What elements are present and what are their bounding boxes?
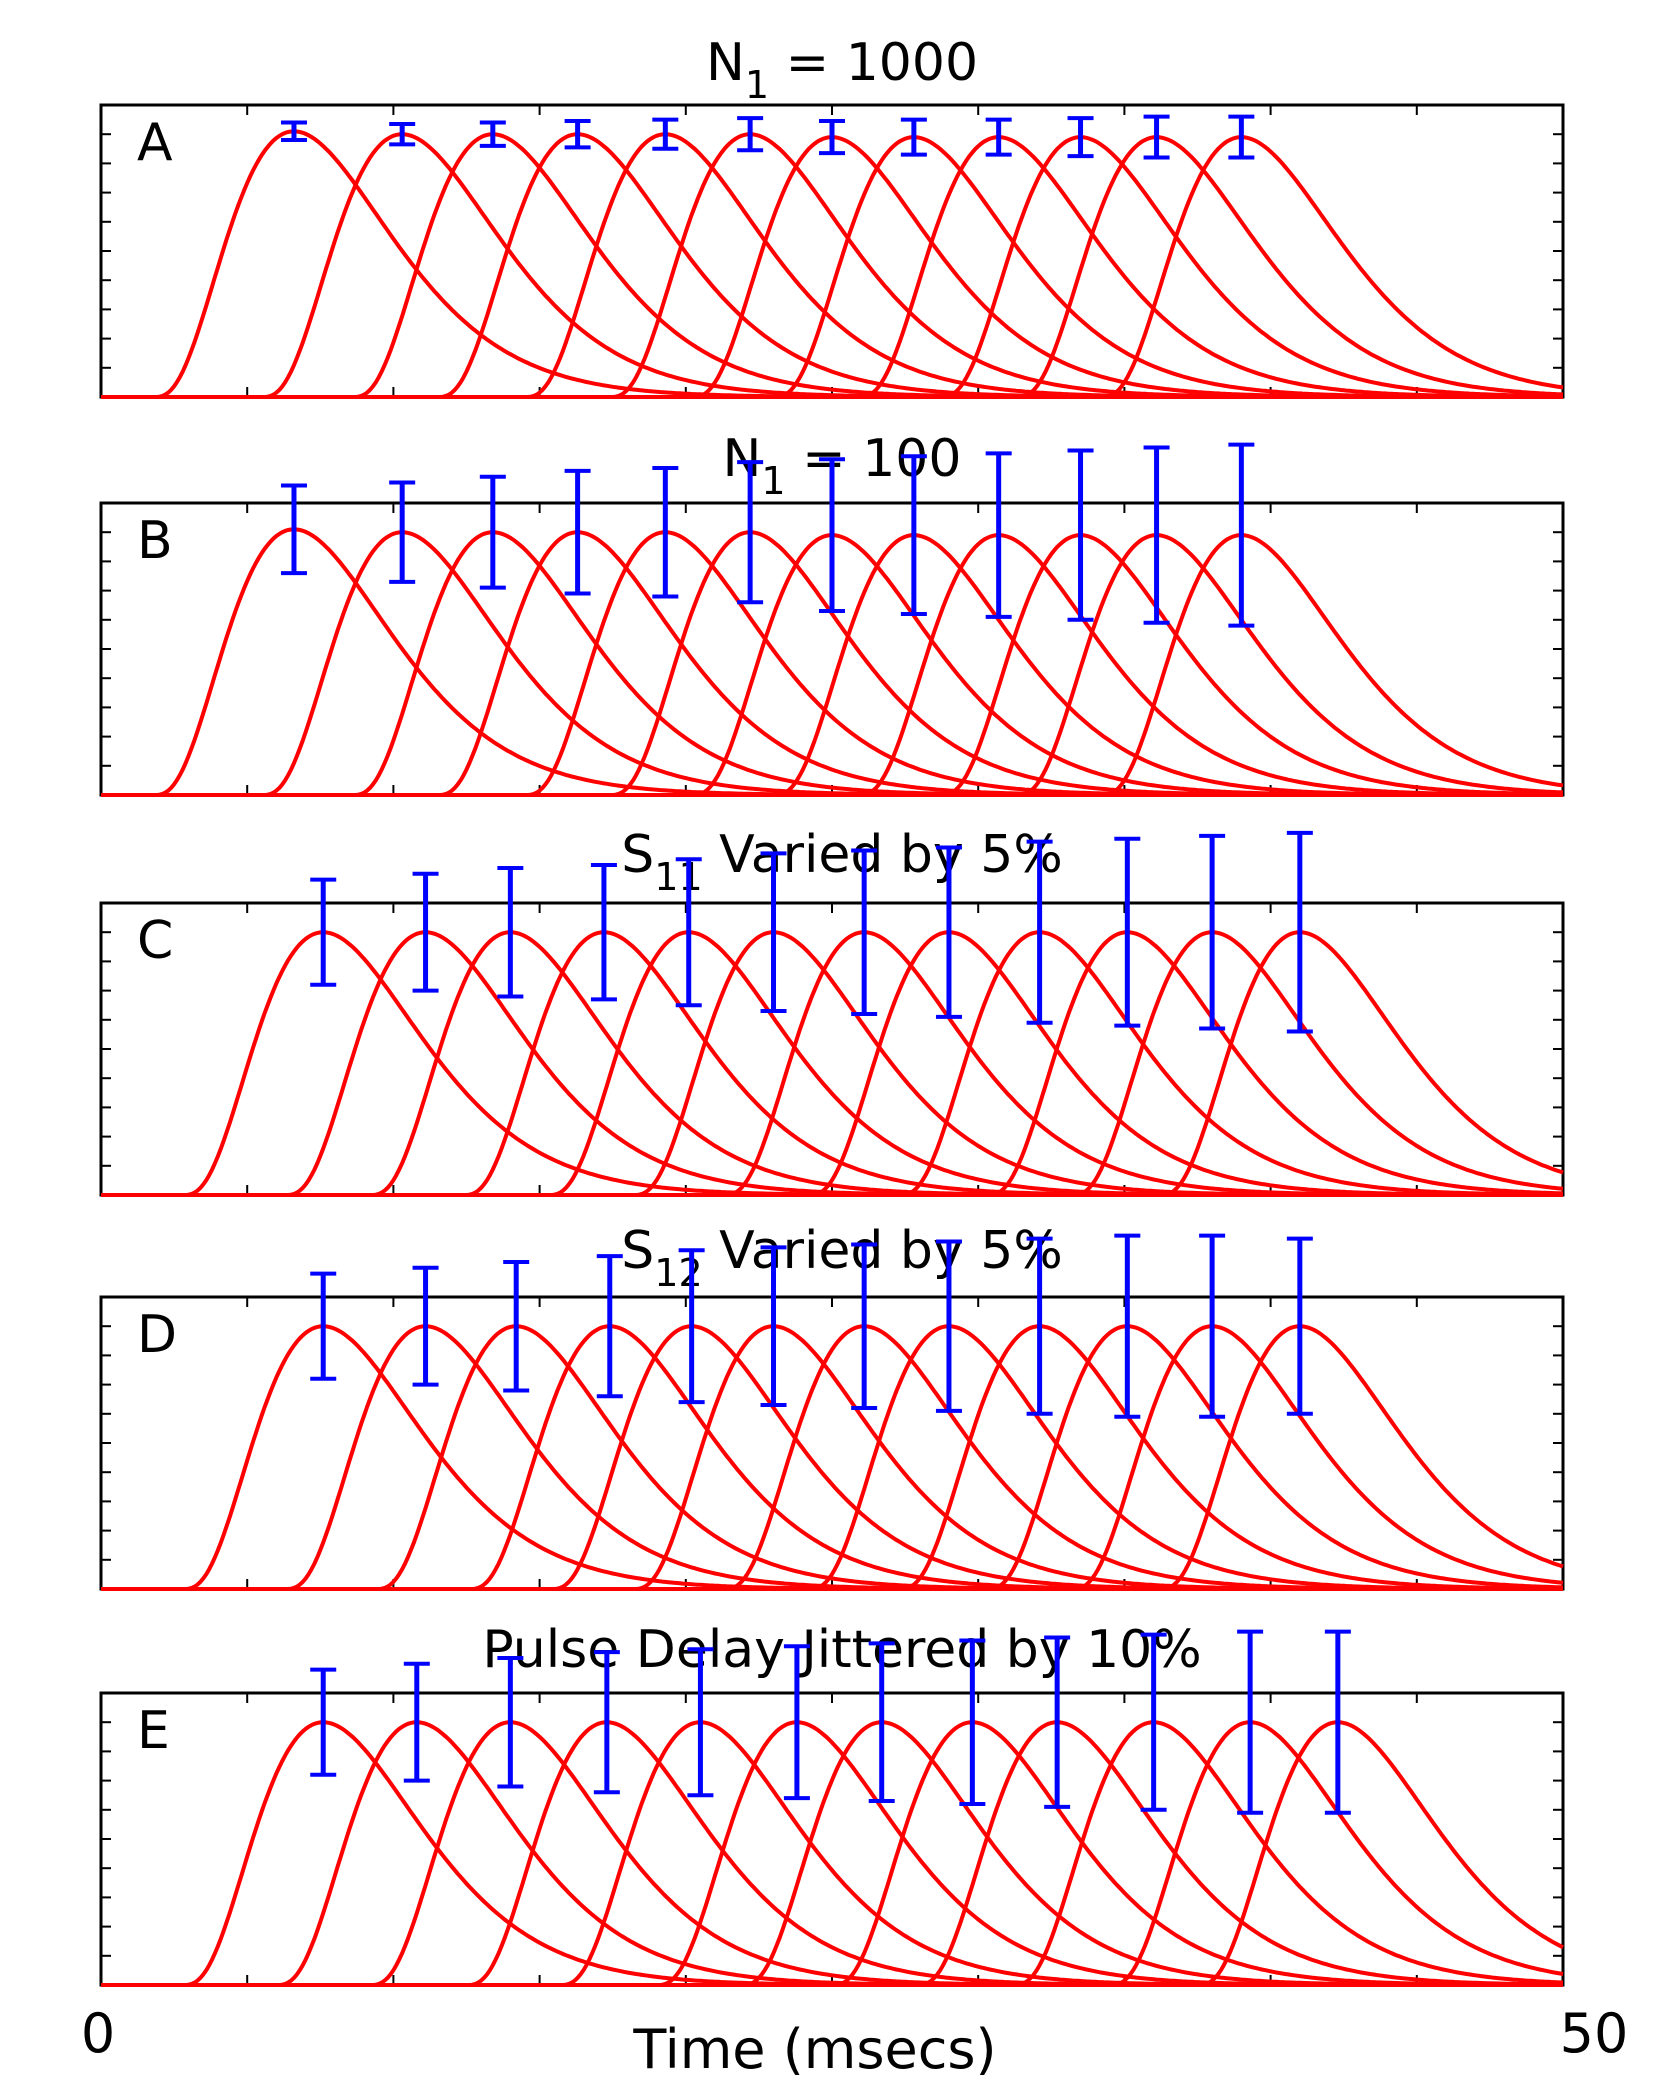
error-bar (819, 457, 845, 614)
pulse-curve (101, 930, 1563, 1197)
error-bar (1143, 445, 1170, 625)
panel-letter: D (137, 1305, 177, 1365)
error-bar (1199, 1233, 1226, 1419)
error-bar (389, 121, 416, 147)
error-bar (1237, 1629, 1264, 1815)
error-bar (652, 465, 679, 599)
x-axis-min-label: 0 (81, 2002, 115, 2065)
error-bar (1324, 1629, 1351, 1815)
error-bar (479, 474, 506, 590)
panel-title: S12 Varied by 5% (621, 1221, 1062, 1295)
pulse-curve (101, 930, 1564, 1197)
panel-letter: B (137, 511, 173, 571)
error-bar (497, 865, 524, 999)
error-bar (1026, 839, 1053, 1025)
panel-title: N1 = 100 (723, 429, 962, 503)
error-bar (1286, 1236, 1313, 1416)
error-bar (678, 1248, 705, 1405)
error-bar (1228, 114, 1255, 160)
panel-a: N1 = 1000 A (99, 33, 1565, 399)
pulse-curve (101, 132, 1563, 399)
pulse-curve (101, 1720, 1563, 1987)
error-bar (280, 483, 307, 576)
pulse-curve (101, 132, 1563, 399)
error-bar (1067, 116, 1094, 159)
error-bar (503, 1259, 530, 1393)
error-bar (1286, 830, 1313, 1034)
error-bar (479, 120, 506, 148)
plot-frame (99, 1691, 1565, 1987)
error-bar (737, 116, 764, 153)
pulse-curve (101, 135, 1563, 399)
error-bar (1114, 836, 1141, 1028)
panel-title: Pulse Delay Jittered by 10% (482, 1620, 1201, 1680)
error-bar (959, 1638, 986, 1806)
pulse-curve (101, 135, 1564, 399)
error-bar (760, 1245, 787, 1408)
x-axis-max-label: 50 (1560, 2002, 1629, 2065)
error-bar (1143, 114, 1170, 160)
error-bar (900, 454, 927, 616)
error-bar (783, 1644, 810, 1801)
panel-d: S12 Varied by 5% D (99, 1221, 1565, 1591)
panel-letter: C (137, 911, 173, 971)
error-bar (564, 468, 591, 596)
panel-c: S11 Varied by 5%C (99, 825, 1565, 1197)
error-bar (1140, 1632, 1167, 1812)
pulse-curve (101, 135, 1564, 399)
panel-title: N1 = 1000 (706, 33, 978, 107)
error-bar (403, 1661, 430, 1783)
error-bar (310, 1667, 337, 1777)
x-axis-title: Time (msecs) (632, 2018, 996, 2081)
pulse-curve (101, 135, 1563, 399)
error-bar (310, 1271, 337, 1381)
panel-e: Pulse Delay Jittered by 10% E (99, 1620, 1565, 1987)
pulse-curve (101, 132, 1563, 399)
pulse-curve (101, 129, 1563, 399)
error-bar (1199, 833, 1226, 1031)
error-bar (310, 877, 337, 987)
error-bar (596, 1254, 623, 1399)
error-bar (851, 1242, 878, 1410)
error-bar (412, 871, 439, 993)
error-bar (280, 120, 307, 143)
pulse-curve (101, 1720, 1564, 1987)
error-bar (760, 851, 787, 1014)
error-bar (564, 119, 591, 150)
error-bar (851, 848, 878, 1016)
error-bar (412, 1265, 439, 1387)
error-bar (1114, 1233, 1141, 1419)
panel-letter: E (137, 1701, 170, 1761)
error-bar (1067, 448, 1094, 622)
error-bar (590, 863, 617, 1002)
error-bar (985, 451, 1012, 619)
error-bar (935, 845, 962, 1019)
error-bar (985, 117, 1012, 157)
error-bar (737, 460, 764, 605)
error-bar (1228, 442, 1255, 628)
error-bar (652, 117, 679, 151)
error-bar (593, 1650, 620, 1795)
error-bar (1026, 1236, 1053, 1416)
error-bar (819, 119, 845, 156)
panel-letter: A (137, 113, 173, 173)
error-bar (900, 117, 927, 157)
pulse-curve (101, 132, 1563, 399)
error-bar (497, 1655, 524, 1789)
error-bar (675, 857, 702, 1008)
pulse-curve (101, 1324, 1564, 1591)
error-bar (687, 1647, 714, 1798)
error-bar (1044, 1635, 1071, 1809)
error-bar (935, 1239, 962, 1413)
panel-b: N1 = 100 B (99, 429, 1565, 797)
pulse-curve (101, 135, 1563, 399)
error-bar (389, 480, 416, 584)
pulse-curve (101, 135, 1563, 399)
pulse-curve (101, 132, 1563, 399)
error-bar (868, 1641, 895, 1804)
pulse-curve (101, 533, 1564, 797)
